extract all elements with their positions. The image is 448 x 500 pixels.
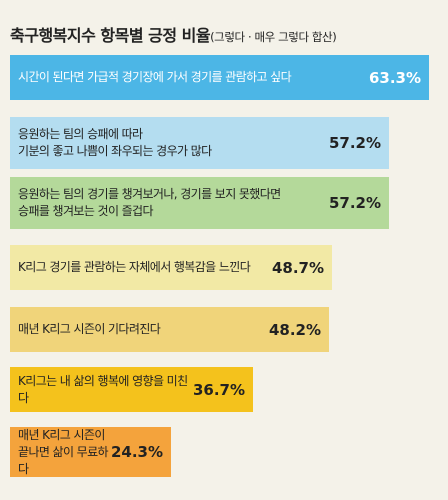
bar-value-label: 57.2% bbox=[328, 194, 381, 212]
bar-label: K리그 경기를 관람하는 자체에서 행복감을 느낀다 bbox=[18, 260, 251, 274]
chart-subtitle: (그렇다 · 매우 그렇다 합산) bbox=[210, 30, 337, 44]
bar-3: 응원하는 팀의 경기를 챙겨보거나, 경기를 보지 못했다면 승패를 챙겨보는 … bbox=[10, 177, 389, 229]
bar-value-label: 63.3% bbox=[368, 68, 421, 87]
bar-label: K리그는 내 삶의 행복에 영향을 미친다 bbox=[18, 373, 188, 405]
bar-value-label: 48.7% bbox=[271, 258, 324, 277]
bar-7: 매년 K리그 시즌이 끝나면 삶이 무료하다 24.3% bbox=[10, 427, 171, 477]
bar-label: 응원하는 팀의 경기를 챙겨보거나, 경기를 보지 못했다면 승패를 챙겨보는 … bbox=[18, 187, 281, 218]
bar-value-label: 48.2% bbox=[268, 320, 321, 339]
bar-2: 응원하는 팀의 승패에 따라 기분의 좋고 나쁨이 좌우되는 경우가 많다 57.… bbox=[10, 117, 389, 169]
chart-title-row: 축구행복지수 항목별 긍정 비율(그렇다 · 매우 그렇다 합산) bbox=[10, 22, 446, 46]
bar-label: 매년 K리그 시즌이 기다려진다 bbox=[18, 322, 161, 336]
bar-value-label: 24.3% bbox=[110, 443, 163, 461]
chart-title: 축구행복지수 항목별 긍정 비율 bbox=[10, 26, 211, 45]
bar-label: 시간이 된다면 가급적 경기장에 가서 경기를 관람하고 싶다 bbox=[18, 70, 292, 84]
bar-4: K리그 경기를 관람하는 자체에서 행복감을 느낀다 48.7% bbox=[10, 245, 332, 290]
bar-value-label: 57.2% bbox=[328, 134, 381, 152]
bar-value-label: 36.7% bbox=[192, 380, 245, 399]
bar-6: K리그는 내 삶의 행복에 영향을 미친다 36.7% bbox=[10, 367, 253, 412]
bar-label: 매년 K리그 시즌이 끝나면 삶이 무료하다 bbox=[18, 427, 109, 476]
bar-1: 시간이 된다면 가급적 경기장에 가서 경기를 관람하고 싶다 63.3% bbox=[10, 55, 429, 100]
bar-label: 응원하는 팀의 승패에 따라 기분의 좋고 나쁨이 좌우되는 경우가 많다 bbox=[18, 127, 212, 158]
bar-5: 매년 K리그 시즌이 기다려진다 48.2% bbox=[10, 307, 329, 352]
